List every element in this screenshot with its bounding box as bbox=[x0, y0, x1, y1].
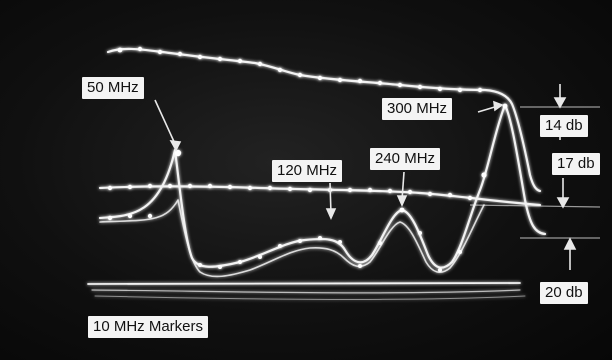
label-120-mhz: 120 MHz bbox=[272, 160, 343, 182]
label-240-mhz: 240 MHz bbox=[370, 148, 441, 170]
annotation-leaders bbox=[154, 84, 577, 270]
baseline-trace-a bbox=[87, 282, 521, 285]
label-14-db: 14 db bbox=[540, 115, 588, 137]
label-20-db: 20 db bbox=[540, 282, 588, 304]
label-50-mhz: 50 MHz bbox=[82, 77, 144, 99]
label-17-db: 17 db bbox=[552, 153, 600, 175]
baseline-trace-c bbox=[94, 295, 526, 300]
label-10-mhz-markers: 10 MHz Markers bbox=[88, 316, 209, 338]
baseline-trace-b bbox=[91, 289, 521, 294]
response-trace-b bbox=[99, 199, 485, 278]
label-300-mhz: 300 MHz bbox=[382, 98, 453, 120]
middle-trace bbox=[98, 185, 542, 207]
